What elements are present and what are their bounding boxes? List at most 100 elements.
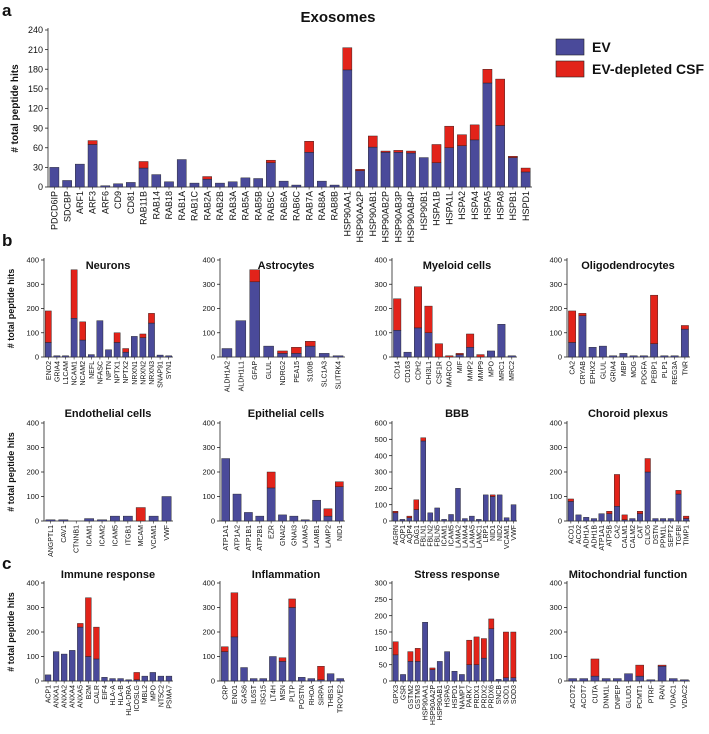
bar-csf-park7 [466,639,473,665]
bar-ev-tgfbi [675,493,682,522]
bar-csf-gfap [249,269,260,283]
x-tick-label: AQP1 [400,525,407,544]
x-tick-label: RAB11B [139,191,149,225]
x-tick-label: RAB6C [292,191,302,222]
bar-ev-nptx1 [113,342,121,358]
x-tick-label: CALR [94,685,101,704]
x-tick-label: SDCBP [62,191,72,222]
bar-ev-vwf [161,496,172,522]
bar-ev-nfasc [96,320,104,358]
x-tick-label: VCAM1 [151,525,158,549]
x-tick-label: HSPD1 [452,685,459,708]
bar-ev-aqp4 [406,517,413,522]
x-tick-label: REG3A [672,361,679,385]
bar-ev-plp1 [660,355,669,358]
x-tick-label: MMP2 [468,361,475,381]
x-tick-label: PDGFA [641,361,648,385]
y-tick-label: 30 [33,163,43,173]
bar-ev-hla-b [117,678,124,682]
chart-epithelial-cells: Epithelial cells 0 100 200 300 400 ATP1A1 ATP1A… [202,408,345,551]
x-tick-label: FBLN1 [421,525,428,547]
bar-ev-hsp90b1 [418,157,429,188]
x-tick-label: DSTN [653,525,660,544]
x-tick-label: CLIC6 [645,525,652,545]
y-tick-label: 100 [26,328,39,337]
x-tick-label: ACP1 [45,685,52,703]
bar-csf-b2m [85,597,92,657]
y-tick-label: 400 [549,579,562,588]
x-tick-label: CUTA [592,685,599,704]
bar-csf-agrn [392,511,399,514]
bar-csf-hsp90ab3p [393,150,404,153]
bar-ev-nid2 [496,494,503,522]
bar-csf-hspd1 [520,167,531,173]
bar-csf-nid1 [335,481,344,487]
y-tick-label: 0 [211,353,215,362]
x-tick-label: CD81 [126,191,136,214]
bar-ev-rab7a [304,152,314,188]
bar-ev-anxa4 [69,650,76,682]
panel-label-a: a [2,1,12,20]
x-tick-label: GNAI2 [280,525,287,546]
bar-ev-atp1b1 [244,512,253,522]
x-tick-label: HSP90AB4P [406,191,416,243]
bar-ev-dnpep [613,678,622,682]
y-tick-label: 200 [202,468,215,477]
bar-csf-crp [221,646,229,652]
y-tick-label: 100 [374,328,387,337]
bar-ev-mbp [619,353,628,358]
bar-ev-rab3a [227,181,238,188]
x-tick-label: MOG [631,361,638,378]
x-tick-label: SLITRK4 [336,361,343,390]
x-tick-label: ADH1A [584,525,591,549]
x-tick-label: GLUL [266,361,273,379]
x-tick-label: ATP1B1 [246,525,253,551]
bar-ev-hsp90aa1 [342,69,353,188]
bar-csf-hspa5 [482,69,493,84]
y-tick-label: 300 [549,443,562,452]
x-tick-label: VWF [164,525,171,541]
x-tick-label: HSPD1 [521,191,531,221]
bar-ev-lamb1 [312,499,321,522]
bar-csf-hspa1b [431,144,442,163]
y-tick-label: 180 [28,64,43,74]
y-tick-label: 100 [202,492,215,501]
x-tick-label: PRDX1 [474,685,481,708]
bar-ev-il6st [249,678,258,682]
x-tick-label: CDH2 [415,361,422,380]
y-tick-label: 300 [202,603,215,612]
bar-ev-cav1 [58,519,69,522]
y-tick-label: 400 [374,451,387,460]
x-tick-label: ICAM2 [100,525,107,547]
x-tick-label: GAS6 [241,685,248,704]
x-tick-label: NRXN2 [140,361,147,385]
bar-csf-nptx1 [113,332,121,343]
bar-ev-lama2 [455,488,461,522]
bar-ev-pdgfa [639,355,648,358]
bar-ev-vdac2 [680,679,689,682]
y-tick-label: 50 [379,660,387,669]
bar-ev-hspd1 [520,171,531,188]
bar-ev-agrn [392,512,399,522]
bar-ev-angptl1 [45,519,56,522]
bar-csf-msn [278,657,287,662]
bar-ev-trove2 [336,678,344,682]
x-tick-label: HLA-DRA [126,685,133,716]
bar-ev-lt4h [269,656,277,682]
x-tick-label: ANXA2 [62,685,69,708]
bar-ev-park7 [466,664,473,682]
bar-ev-hsp90aa2p [355,170,365,188]
x-tick-label: PLP1 [662,361,669,378]
x-tick-label: NEFL [89,361,96,379]
bar-ev-ca2 [614,506,620,522]
bar-ev-aqp1 [399,519,406,522]
x-tick-label: ANGPTL1 [48,525,55,557]
bar-ev-aco1 [567,501,574,522]
x-tick-label: TROVE2 [338,685,345,713]
bar-ev-dag1 [413,509,420,522]
x-tick-label: FBLN5 [435,525,442,547]
bar-ev-sdcbp [62,180,72,188]
y-axis-label: # total peptide hits [6,592,16,672]
bar-csf-cd14 [393,298,402,331]
x-tick-label: HSPB1 [508,191,518,221]
